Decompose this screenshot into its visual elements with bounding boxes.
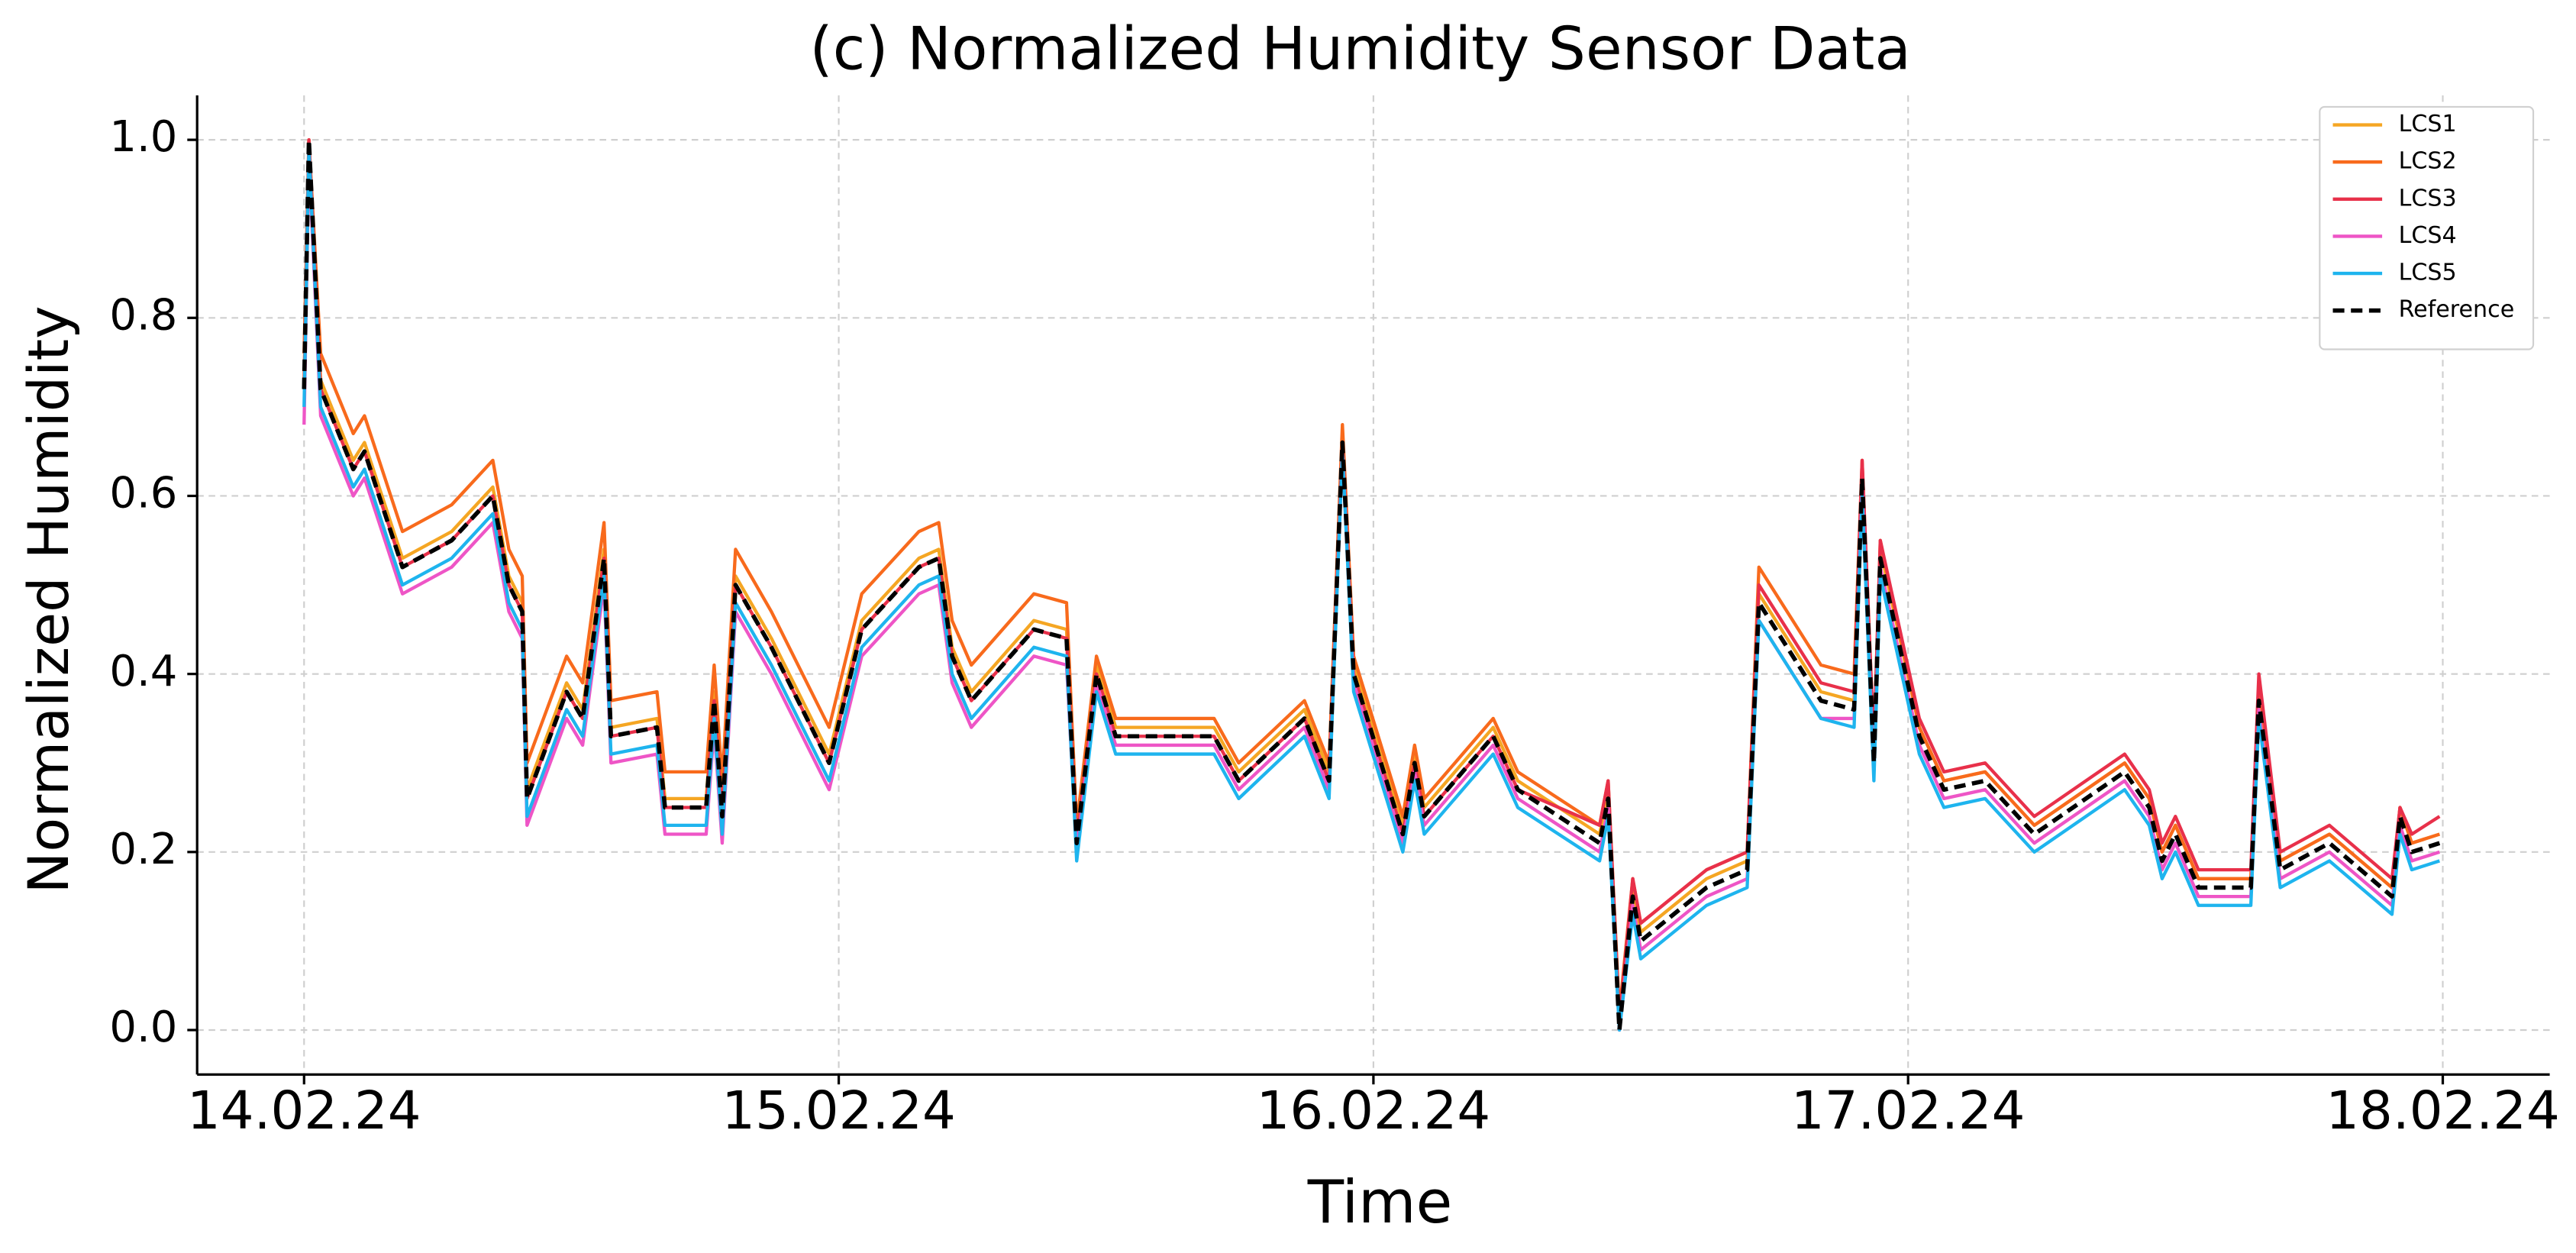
legend-label: LCS4: [2399, 222, 2457, 249]
x-tick-label: 17.02.24: [1791, 1080, 2026, 1142]
legend: LCS1 LCS2 LCS3 LCS4 LCS5 Reference: [2319, 105, 2535, 350]
chart-title: (c) Normalized Humidity Sensor Data: [810, 15, 1911, 83]
x-tick-label: 14.02.24: [187, 1080, 421, 1142]
legend-label: LCS5: [2399, 260, 2457, 286]
y-tick-label: 0.8: [109, 290, 177, 340]
series-line: [302, 137, 2440, 1014]
x-tick-label: 15.02.24: [721, 1080, 956, 1142]
x-tick-label: 16.02.24: [1257, 1080, 1491, 1142]
legend-label: LCS3: [2399, 185, 2457, 212]
legend-label: Reference: [2399, 296, 2515, 323]
series-line: [302, 137, 2441, 1023]
y-tick-label: 0.0: [109, 1003, 177, 1052]
y-tick-label: 0.4: [109, 647, 177, 696]
series-line: [302, 147, 2440, 1032]
y-tick-label: 1.0: [109, 112, 177, 162]
legend-label: LCS1: [2399, 111, 2457, 137]
y-tick-label: 0.6: [109, 469, 177, 518]
x-tick-label: 18.02.24: [2326, 1080, 2560, 1142]
legend-label: LCS2: [2399, 148, 2457, 175]
series-line: [302, 137, 2440, 1023]
series-line: [302, 156, 2440, 1032]
y-tick-label: 0.2: [109, 825, 177, 874]
y-axis-label: Normalized Humidity: [17, 306, 82, 894]
legend-box: [2319, 105, 2535, 350]
x-axis-label: Time: [1307, 1168, 1453, 1237]
series-line: [302, 137, 2441, 1032]
